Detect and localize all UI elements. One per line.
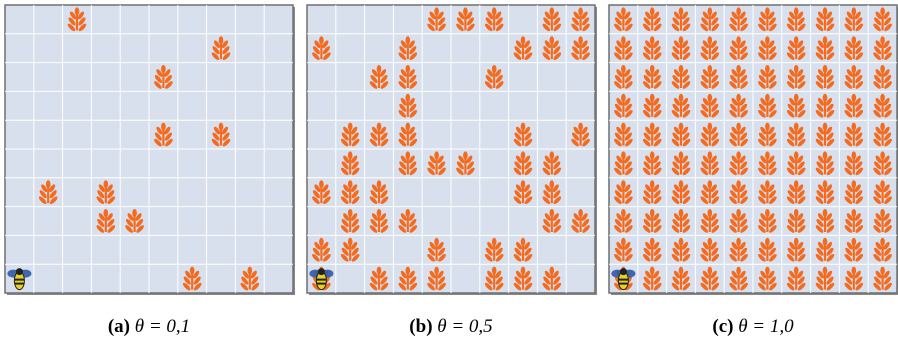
caption: (b) θ = 0,5 (409, 316, 492, 337)
grid-panel (5, 5, 295, 295)
figure: (a) θ = 0,1 (b) θ = 0,5 (c) θ = 1,0 (0, 0, 898, 342)
grid-panel (609, 5, 898, 295)
caption-label: (a) (108, 316, 130, 337)
caption-label: (b) (409, 316, 432, 337)
caption-text: θ = 0,1 (135, 316, 190, 337)
caption: (a) θ = 0,1 (108, 316, 190, 337)
grid-panel (307, 5, 597, 295)
caption-text: θ = 0,5 (437, 316, 492, 337)
caption: (c) θ = 1,0 (712, 316, 794, 337)
caption-label: (c) (712, 316, 733, 337)
caption-text: θ = 1,0 (738, 316, 794, 337)
